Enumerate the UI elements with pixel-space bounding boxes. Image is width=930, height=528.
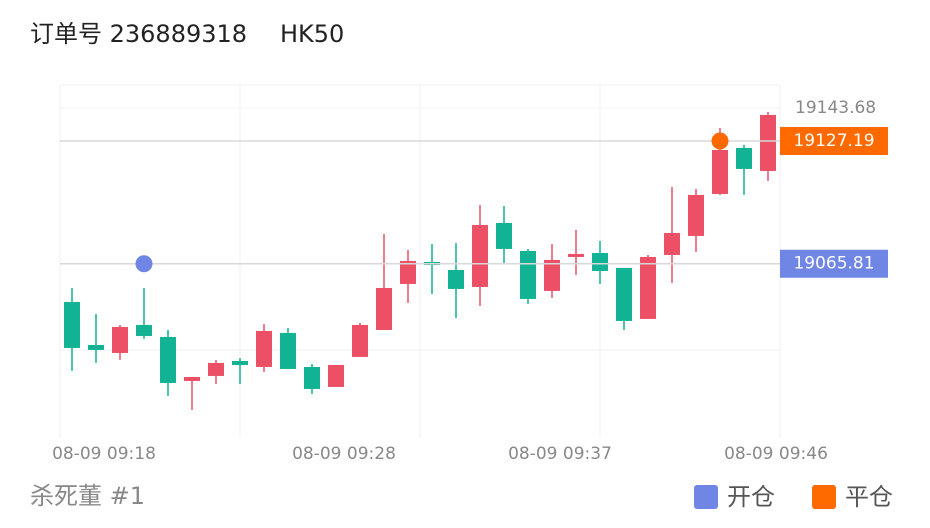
candle-body — [520, 250, 536, 299]
candle-body — [184, 376, 200, 381]
candle-body — [160, 336, 176, 383]
chart-title: 订单号 236889318 — [30, 20, 247, 48]
legend-swatch — [812, 485, 836, 509]
chart-subtitle: HK50 — [280, 20, 344, 48]
trade-marker — [135, 255, 153, 273]
candle-body — [112, 326, 128, 353]
price-tag — [780, 126, 888, 155]
candle-body — [208, 362, 224, 376]
candle-body — [592, 252, 608, 271]
candle-body — [544, 259, 560, 291]
candle-body — [760, 114, 776, 171]
x-tick-label: 08-09 09:37 — [508, 444, 612, 464]
candle-body — [568, 253, 584, 257]
candle-body — [616, 267, 632, 321]
candle-body — [736, 147, 752, 169]
candle-body — [448, 269, 464, 289]
y-tick-label: 19143.68 — [795, 98, 876, 118]
candle-body — [88, 344, 104, 350]
candle-body — [328, 364, 344, 387]
candle-body — [280, 332, 296, 369]
candle-body — [640, 256, 656, 319]
footer-label: 杀死董 #1 — [30, 482, 145, 510]
candle-body — [64, 301, 80, 348]
candle-body — [256, 330, 272, 367]
candle-body — [664, 232, 680, 255]
candle-body — [232, 360, 248, 365]
x-tick-label: 08-09 09:18 — [52, 444, 156, 464]
candle-body — [376, 287, 392, 330]
x-tick-label: 08-09 09:46 — [724, 444, 828, 464]
legend-label: 开仓 — [727, 483, 775, 511]
legend-swatch — [694, 485, 718, 509]
candle-body — [304, 366, 320, 389]
x-tick-label: 08-09 09:28 — [292, 444, 396, 464]
price-tag-label: 19127.19 — [793, 131, 874, 151]
candle-body — [352, 324, 368, 357]
candle-body — [712, 149, 728, 194]
candle-body — [400, 260, 416, 284]
legend-label: 平仓 — [845, 483, 893, 511]
candle-body — [472, 224, 488, 287]
trade-marker — [711, 132, 729, 150]
candle-body — [688, 194, 704, 236]
price-tag-label: 19065.81 — [793, 254, 874, 274]
candle-body — [496, 222, 512, 249]
candle-body — [136, 324, 152, 336]
price-tag — [780, 249, 888, 278]
